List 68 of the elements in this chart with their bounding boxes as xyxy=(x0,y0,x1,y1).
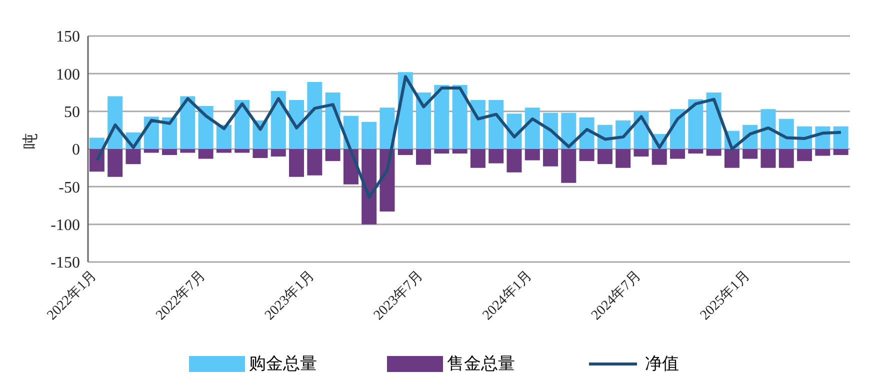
bar xyxy=(561,149,576,183)
bar xyxy=(579,149,594,162)
y-tick-label: -150 xyxy=(50,254,80,272)
bar xyxy=(760,109,776,149)
y-tick-label: 150 xyxy=(56,28,80,46)
bar xyxy=(778,149,794,168)
legend-label: 净值 xyxy=(644,353,679,375)
bar xyxy=(289,149,304,177)
bar xyxy=(524,108,540,149)
bar xyxy=(760,149,776,168)
y-tick-label: 50 xyxy=(64,104,80,122)
bar xyxy=(634,149,649,157)
legend-label: 售金总量 xyxy=(446,353,515,375)
bar xyxy=(162,117,178,149)
bar xyxy=(543,149,558,166)
bar xyxy=(506,149,522,172)
bar xyxy=(452,84,468,149)
bar xyxy=(108,149,123,177)
y-tick-label: -100 xyxy=(50,217,80,234)
bar xyxy=(815,149,830,156)
bar xyxy=(234,149,250,153)
bar xyxy=(470,149,486,168)
legend-label: 购金总量 xyxy=(248,353,317,375)
bar xyxy=(688,99,704,149)
bar xyxy=(216,149,232,153)
bar xyxy=(652,149,667,165)
bar xyxy=(198,149,214,159)
bar xyxy=(616,149,631,168)
bar xyxy=(380,108,395,149)
bar xyxy=(89,138,104,149)
bar xyxy=(325,149,340,162)
y-tick-label: 100 xyxy=(56,66,80,84)
bar xyxy=(307,149,322,176)
bar xyxy=(144,149,159,153)
bar xyxy=(742,149,758,159)
bar xyxy=(270,149,286,157)
bar xyxy=(833,149,848,156)
bar xyxy=(162,149,178,156)
y-tick-label: 0 xyxy=(72,142,80,159)
bar xyxy=(524,149,540,160)
bar xyxy=(688,149,704,154)
bar xyxy=(126,149,141,164)
bar xyxy=(470,100,486,149)
line-series xyxy=(96,75,842,199)
bar xyxy=(398,149,413,156)
bar xyxy=(488,149,504,164)
y-axis-title: 吨 xyxy=(22,133,40,149)
y-tick-label: -50 xyxy=(58,179,80,196)
bar xyxy=(198,106,214,149)
bar xyxy=(724,149,740,168)
bar xyxy=(833,126,848,149)
bar xyxy=(216,124,232,149)
bar xyxy=(180,96,196,149)
bar xyxy=(362,122,377,149)
bar xyxy=(362,149,377,224)
bar xyxy=(452,149,468,154)
bar xyxy=(434,84,450,149)
bar xyxy=(416,92,432,149)
bar xyxy=(797,149,812,162)
bar xyxy=(706,149,722,156)
bar xyxy=(434,149,450,154)
bar xyxy=(307,82,322,149)
bar xyxy=(597,149,612,164)
bar xyxy=(180,149,196,153)
bar xyxy=(252,149,268,158)
bar xyxy=(670,149,686,159)
bar xyxy=(416,149,432,165)
bar xyxy=(488,100,504,149)
